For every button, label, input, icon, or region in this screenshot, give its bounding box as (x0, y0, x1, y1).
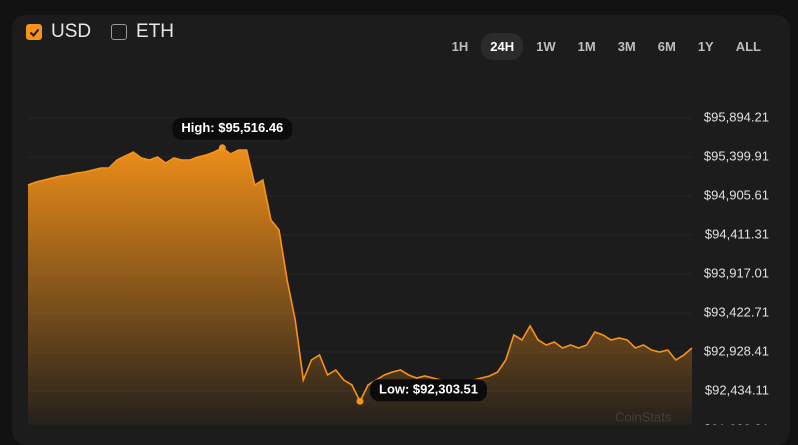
annotation: Low: $92,303.51 (370, 379, 487, 402)
checkbox[interactable] (26, 24, 42, 40)
currency-label: ETH (136, 21, 174, 42)
area-fill (28, 147, 692, 425)
annotation-label: High: $95,516.46 (181, 120, 283, 135)
extreme-marker (218, 144, 226, 152)
check-icon (29, 28, 39, 37)
y-tick-label: $95,399.91 (704, 148, 769, 163)
range-button[interactable]: 3M (617, 39, 636, 54)
extreme-marker (356, 397, 364, 405)
range-button[interactable]: 1W (536, 39, 556, 54)
range-button[interactable]: 1Y (697, 39, 714, 54)
y-tick-label: $93,917.01 (704, 265, 769, 280)
annotation-box (172, 117, 293, 140)
currency-label: USD (51, 21, 92, 42)
currency-toggle[interactable]: USD (26, 21, 91, 43)
range-button[interactable]: 1H (451, 39, 469, 54)
page: USD ETH 1H 24H 1W 1M 3M 6M 1Y ALL $95,894.21 $95,… (26, 21, 770, 425)
y-tick-label: $94,905.61 (704, 187, 769, 202)
annotation-label: Low: $92,303.51 (379, 382, 478, 397)
y-tick-label: $94,411.31 (705, 226, 769, 241)
y-tick-label: $92,928.41 (704, 343, 769, 358)
range-button[interactable]: 6M (657, 39, 676, 54)
y-tick-label: $93,422.71 (704, 304, 769, 319)
y-tick-label: $92,434.11 (705, 382, 769, 397)
range-buttons: 1H 24H 1W 1M 3M 6M 1Y ALL (443, 33, 770, 60)
currency-toggle[interactable]: ETH (111, 21, 174, 43)
range-button[interactable]: 24H (481, 33, 524, 60)
chart: $95,894.21 $95,399.91 $94,905.61 $94,411.31… (27, 109, 769, 425)
annotation-box (370, 379, 487, 402)
y-tick-label: $95,894.21 (704, 109, 769, 124)
checkbox[interactable] (111, 24, 127, 40)
y-tick-label: $91,939.81 (704, 421, 769, 425)
annotation: High: $95,516.46 (172, 117, 293, 140)
range-button[interactable]: ALL (735, 39, 761, 54)
range-button[interactable]: 1M (577, 39, 596, 54)
